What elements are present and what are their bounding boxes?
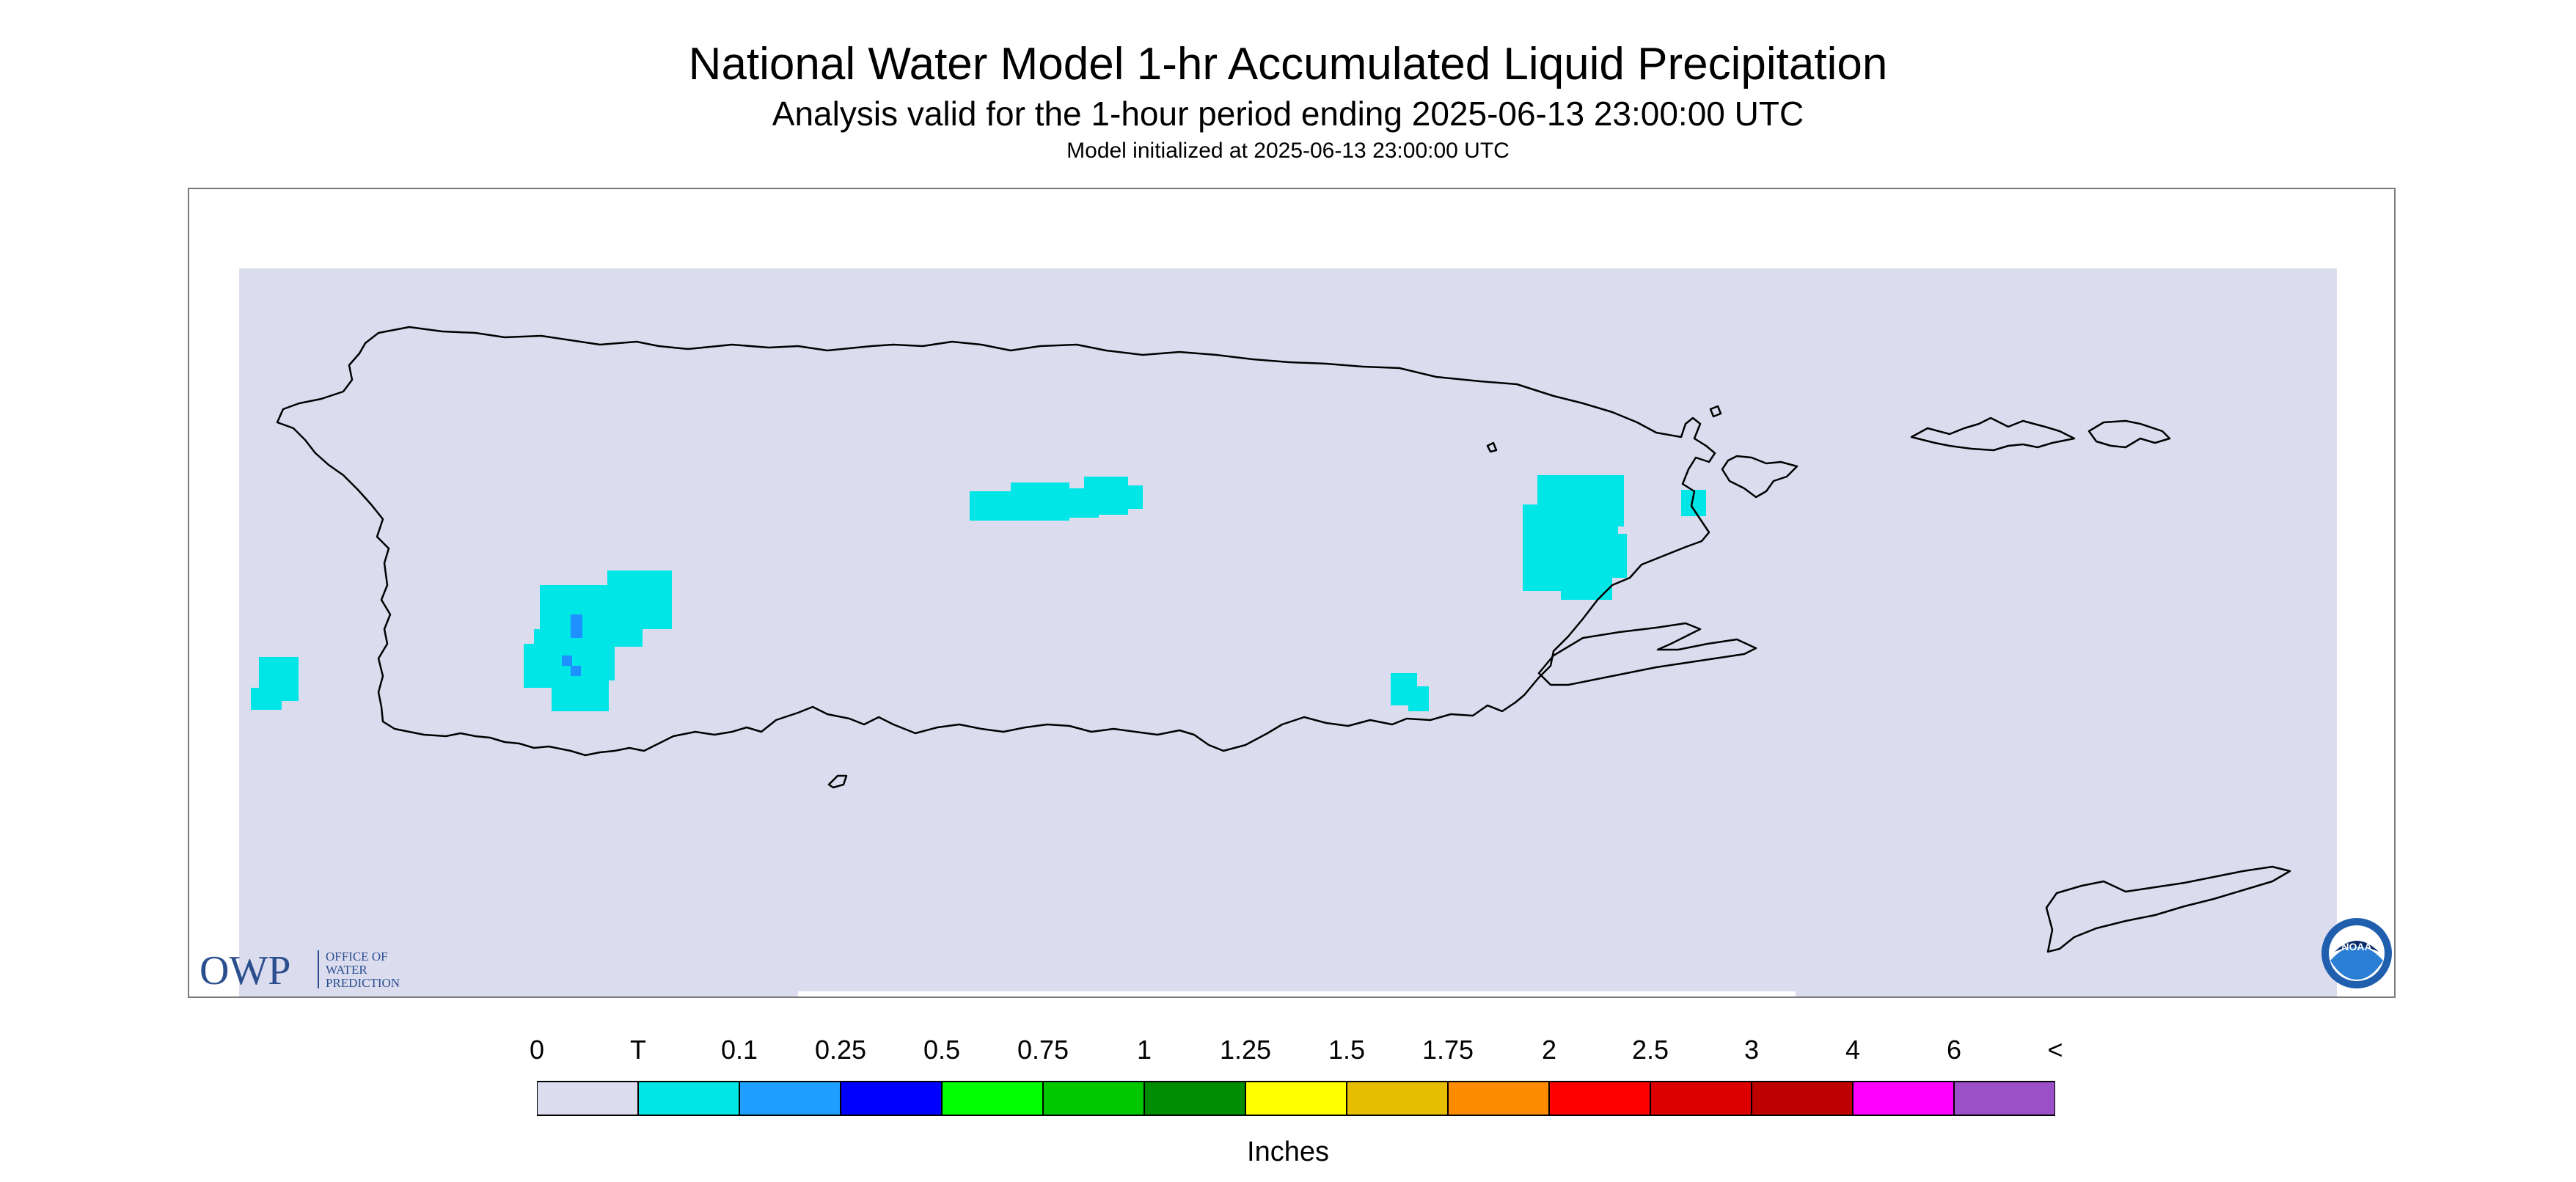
legend-swatch — [1650, 1081, 1752, 1116]
noaa-logo: NOAA — [2320, 917, 2393, 990]
coverage-gap — [798, 991, 1796, 996]
legend-swatch — [1144, 1081, 1246, 1116]
puerto-rico-coastline — [276, 326, 1716, 757]
legend-swatch — [637, 1081, 740, 1116]
map-panel[interactable] — [188, 188, 2396, 998]
legend-swatch — [537, 1081, 639, 1116]
culebra-coastline — [1721, 455, 1799, 499]
st-thomas-st-john-coastline — [1910, 416, 2076, 452]
legend-labels: 0 T 0.1 0.25 0.5 0.75 1 1.25 1.5 1.75 2 2.5 3 4 6 < — [0, 1034, 2576, 1071]
legend-label: 1 — [1136, 1035, 1152, 1065]
legend-color-bar — [537, 1081, 2055, 1116]
legend-label: 0.25 — [814, 1035, 867, 1065]
precip-cell — [1561, 570, 1612, 600]
coastlines — [276, 326, 2291, 953]
precip-cell — [607, 570, 672, 629]
precipitation-map[interactable] — [189, 189, 2394, 996]
legend-swatch — [1852, 1081, 1955, 1116]
model-init-time: Model initialized at 2025-06-13 23:00:00… — [1066, 139, 1510, 163]
legend-label: 2 — [1541, 1035, 1557, 1065]
legend-swatch — [1245, 1081, 1347, 1116]
legend-swatch — [1751, 1081, 1854, 1116]
legend-label: 0 — [529, 1035, 545, 1065]
legend-label: < — [2047, 1035, 2063, 1065]
legend-label: T — [630, 1035, 646, 1065]
owp-logo-line3: PREDICTION — [326, 976, 400, 990]
legend-label: 1.5 — [1328, 1035, 1366, 1065]
legend-label: 2.5 — [1631, 1035, 1669, 1065]
map-subtitle: Analysis valid for the 1-hour period end… — [772, 95, 1804, 133]
owp-logo-line1: OFFICE OF — [326, 950, 388, 963]
map-title: National Water Model 1-hr Accumulated Li… — [688, 39, 1888, 89]
noaa-logo-bird — [2335, 941, 2379, 952]
legend-swatch — [941, 1081, 1044, 1116]
legend-swatch — [739, 1081, 841, 1116]
owp-logo-letters: OWP — [200, 948, 290, 993]
precip-cell — [251, 688, 282, 710]
legend-label: 0.75 — [1017, 1035, 1069, 1065]
legend-label: 1.25 — [1219, 1035, 1272, 1065]
precip-cell — [524, 644, 553, 688]
legend-label: 4 — [1845, 1035, 1861, 1065]
legend-label: 3 — [1743, 1035, 1760, 1065]
legend-label: 0.1 — [720, 1035, 758, 1065]
precip-cell — [1121, 485, 1143, 509]
precipitation-cells — [251, 475, 1706, 711]
st-john-coastline — [2087, 419, 2171, 449]
legend-swatch — [840, 1081, 943, 1116]
culebrita-islet — [1709, 405, 1722, 418]
owp-logo: OWP OFFICE OF WATER PREDICTION — [200, 946, 434, 994]
legend-label: 6 — [1946, 1035, 1962, 1065]
noaa-logo-text: NOAA — [2341, 941, 2371, 952]
legend-label: 1.75 — [1421, 1035, 1474, 1065]
precip-cell — [552, 673, 609, 711]
owp-logo-line2: WATER — [326, 963, 367, 977]
vieques-coastline — [1537, 622, 1757, 686]
legend-label: 0.5 — [923, 1035, 961, 1065]
precip-cell — [571, 614, 582, 638]
caja-de-muertos-island — [827, 774, 848, 789]
legend-swatch — [1346, 1081, 1449, 1116]
legend-swatch — [1447, 1081, 1550, 1116]
st-croix-coastline — [2045, 865, 2291, 953]
noaa-logo-wave — [2330, 946, 2383, 980]
precip-cell — [1408, 686, 1429, 711]
precip-cell — [562, 656, 572, 666]
small-islet — [1486, 441, 1498, 453]
legend-units: Inches — [1247, 1137, 1329, 1167]
legend-swatch — [1042, 1081, 1145, 1116]
legend-swatch — [1548, 1081, 1651, 1116]
precip-cell — [571, 666, 581, 676]
legend-swatch — [1953, 1081, 2055, 1116]
